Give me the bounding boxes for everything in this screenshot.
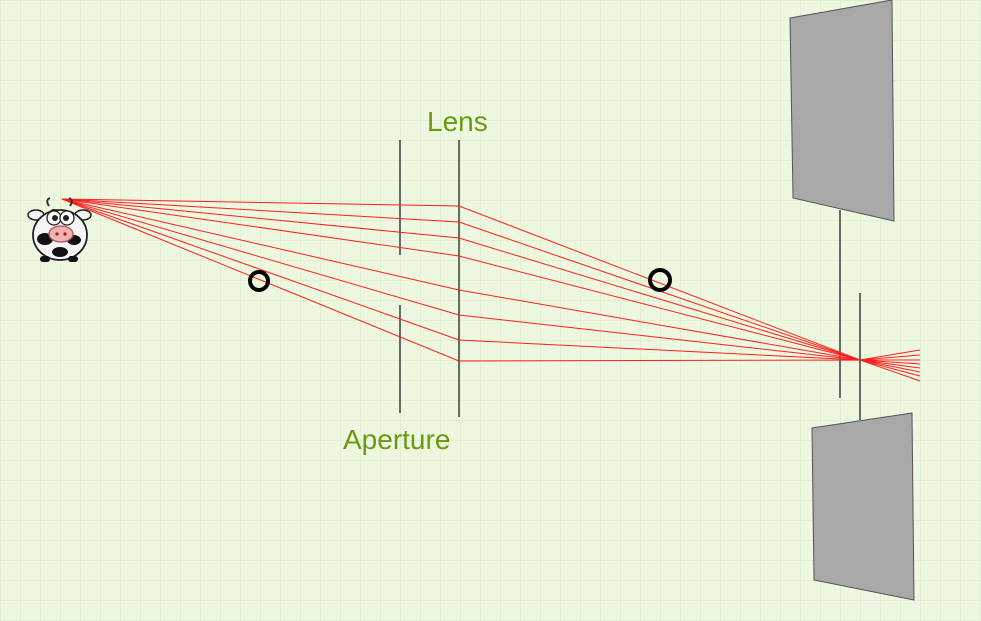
ring-handle-icon[interactable]	[648, 268, 672, 292]
ray	[61, 198, 921, 369]
lens-label: Lens	[427, 106, 488, 137]
upper-sensor-panel[interactable]	[789, 0, 895, 222]
ray	[61, 198, 921, 365]
ray	[61, 198, 921, 361]
ray	[61, 198, 921, 382]
aperture-label: Aperture	[343, 424, 450, 455]
cow-icon[interactable]	[27, 197, 92, 262]
ring-handle-icon[interactable]	[248, 270, 270, 292]
ray-bundle	[61, 198, 921, 382]
ray	[61, 198, 921, 373]
lower-sensor-panel[interactable]	[811, 412, 915, 601]
ray	[61, 198, 921, 377]
ray	[61, 198, 920, 361]
